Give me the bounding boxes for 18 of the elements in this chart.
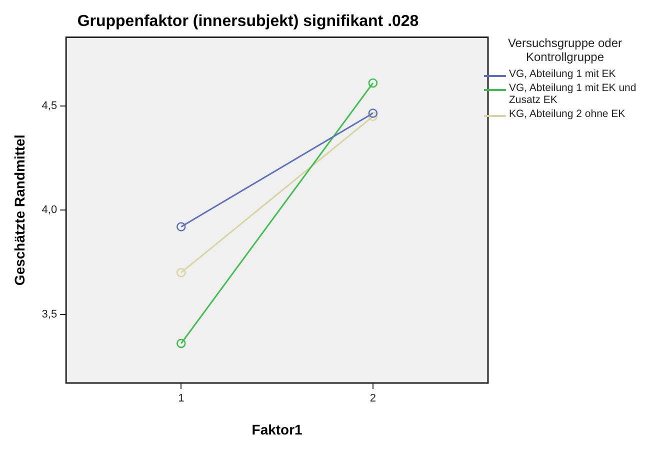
y-tick-label: 4,5 bbox=[42, 100, 58, 112]
y-axis-title: Geschätzte Randmittel bbox=[11, 134, 28, 286]
point bbox=[176, 222, 186, 232]
point bbox=[368, 108, 378, 118]
point bbox=[176, 268, 186, 278]
chart-title: Gruppenfaktor (innersubjekt) signifikant .028 bbox=[77, 13, 419, 30]
y-tick-label: 4,0 bbox=[42, 204, 58, 216]
legend-label: VG, Abteilung 1 mit EK bbox=[509, 68, 616, 80]
legend-label: KG, Abteilung 2 ohne EK bbox=[509, 108, 626, 120]
y-tick-label: 3,5 bbox=[42, 308, 58, 320]
legend-title: Versuchsgruppe oder Kontrollgruppe bbox=[506, 36, 624, 64]
x-axis-title: Faktor1 bbox=[252, 421, 303, 438]
legend-label: VG, Abteilung 1 mit EK und Zusatz EK bbox=[509, 82, 638, 106]
x-tick-label: 1 bbox=[178, 392, 184, 405]
point bbox=[176, 338, 186, 348]
point bbox=[368, 78, 378, 88]
point bbox=[368, 112, 378, 122]
x-tick-label: 2 bbox=[370, 392, 376, 405]
